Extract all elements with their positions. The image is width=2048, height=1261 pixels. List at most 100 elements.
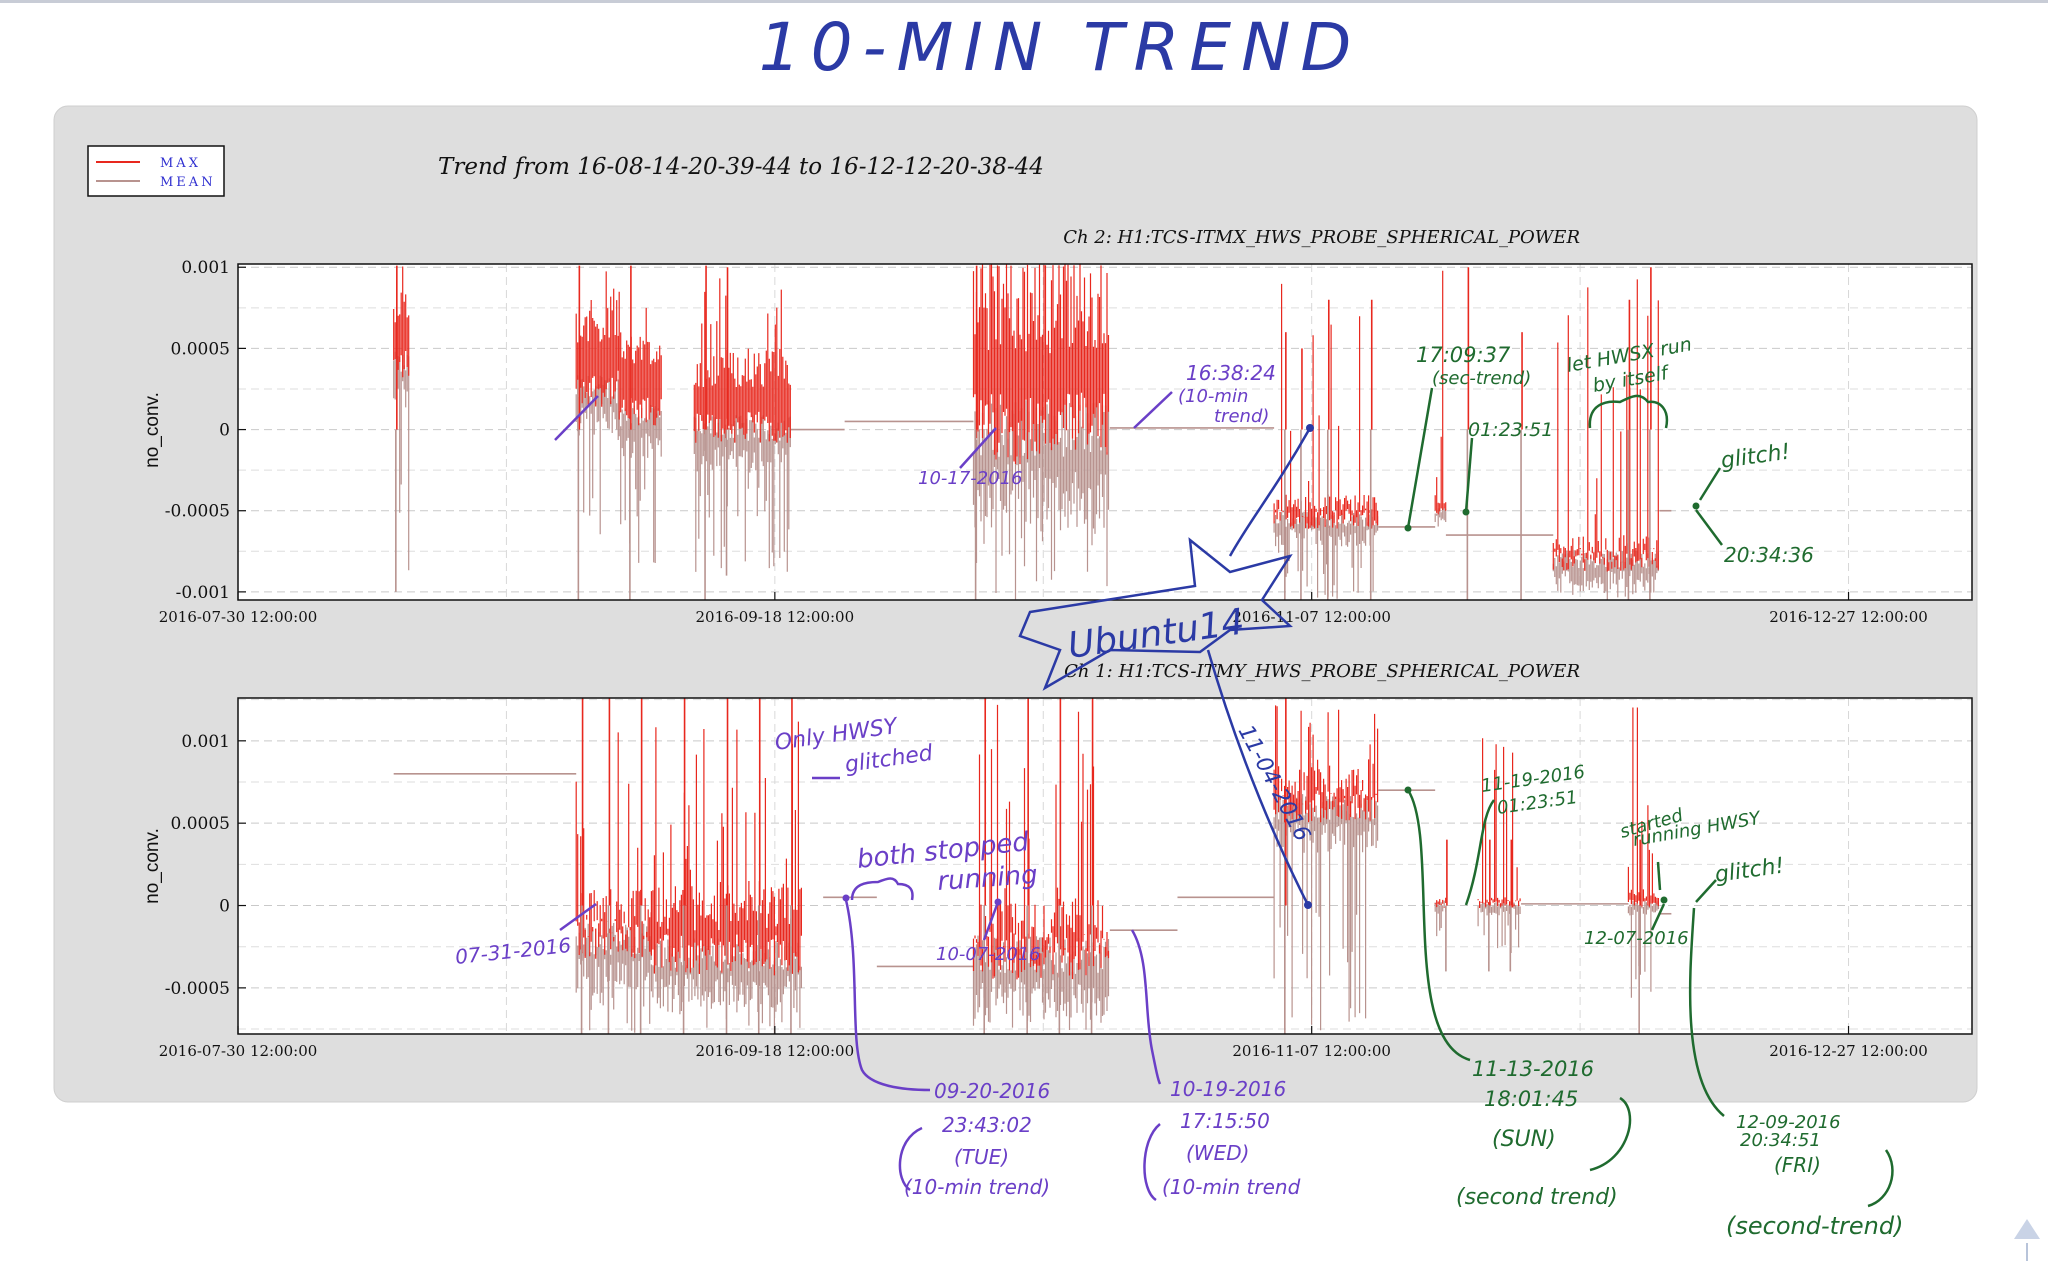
ch1-xtick-label: 2016-09-18 12:00:00 [696, 1042, 855, 1060]
note-n-0920-c: (TUE) [954, 1145, 1009, 1169]
ubuntu-bubble [1018, 537, 1293, 691]
note-n-0920-a: 09-20-2016 [934, 1079, 1050, 1103]
pointer-p1-0731 [559, 902, 597, 932]
panel-ch1-frame [237, 697, 1973, 1035]
note-p2-0123: 01:23:51 [1468, 419, 1553, 441]
note-n-1209-b: 20:34:51 [1740, 1130, 1821, 1151]
ch2-max-trace [1552, 279, 1659, 572]
pointer-p2-0123 [1464, 437, 1474, 513]
marker-n-1113 [1404, 786, 1412, 794]
note-n-1209-d: (second-trend) [1726, 1212, 1903, 1240]
ch1-xtick-label: 2016-07-30 12:00:00 [159, 1042, 318, 1060]
ch2-mean-trace [575, 375, 619, 535]
note-p2-1017: 10-17-2016 [918, 468, 1023, 489]
panel-ch2-title: Ch 2: H1:TCS-ITMX_HWS_PROBE_SPHERICAL_PO… [1063, 227, 1580, 248]
note-n-1019-d: (10-min trend [1162, 1175, 1301, 1199]
scroll-indicator[interactable] [2026, 1243, 2028, 1261]
note-n-0920-d: (10-min trend) [904, 1175, 1050, 1199]
ubuntu-arrow-2 [1206, 649, 1310, 906]
ch2-xtick-label: 2016-09-18 12:00:00 [696, 608, 855, 626]
legend-max-label: MAX [160, 156, 201, 171]
ch2-mean-trace [972, 398, 1110, 600]
pointer-n-1209 [1688, 907, 1725, 1117]
ch2-max-trace [618, 291, 662, 426]
note-n-1019-b: 17:15:50 [1180, 1109, 1270, 1133]
ch2-max-trace [575, 271, 619, 407]
scroll-up-arrow[interactable] [2014, 1219, 2040, 1239]
brace-n-1209 [1867, 1149, 1894, 1208]
note-n-1209-a: 12-09-2016 [1736, 1112, 1841, 1133]
pointer-p1-started [1656, 861, 1662, 891]
ch1-max-trace [1273, 705, 1379, 823]
brace-n-1019 [1143, 1123, 1161, 1202]
panel-ch1-ticks: 0.001 0.0005 0 -0.0005 2016-07-30 12:00:00 20… [159, 732, 1928, 1060]
note-p1-both-b: running [936, 860, 1038, 897]
pointer-p1-1007 [982, 901, 1000, 941]
marker-p1-1007 [994, 898, 1002, 906]
ch1-ytick-label: 0.0005 [171, 814, 230, 834]
brace-n-0920 [898, 1126, 923, 1192]
trend-title: Trend from 16-08-14-20-39-44 to 16-12-12… [438, 154, 1044, 180]
marker-ubuntu-p1 [1306, 424, 1314, 432]
ch2-ytick-label: -0.001 [176, 583, 230, 603]
pointer-p2-glitch [1698, 467, 1722, 501]
ch1-mean-trace [650, 938, 802, 1034]
window-top-border [0, 0, 2048, 3]
ch1-mean-trace [1434, 900, 1447, 937]
panel-ch2-ticks: 0.001 0.0005 0 -0.0005 -0.001 2016-07-30 12:0… [159, 258, 1928, 626]
panel-ch1-title: Ch 1: H1:TCS-ITMY_HWS_PROBE_SPHERICAL_PO… [1064, 661, 1580, 682]
pointer-p2-1709 [1406, 387, 1434, 529]
pointer-n-1019 [1130, 929, 1162, 1085]
note-p2-1638-b: (10-min [1178, 386, 1248, 407]
note-n-1019-c: (WED) [1186, 1141, 1249, 1165]
ch1-max-trace [972, 704, 1110, 980]
note-n-1113-d: (second trend) [1456, 1185, 1618, 1210]
pointer-p2-2034 [1694, 509, 1724, 546]
ch1-xtick-label: 2016-12-27 12:00:00 [1769, 1042, 1928, 1060]
pointer-n-0920 [844, 899, 931, 1092]
panel-ch1-series [393, 698, 1672, 1034]
note-n-0920-b: 23:43:02 [942, 1113, 1032, 1137]
note-n-1209-c: (FRI) [1774, 1153, 1821, 1177]
ch2-max-trace [972, 264, 1110, 465]
marker-p1-1207 [1660, 896, 1668, 904]
brace-n-1113 [1589, 1096, 1632, 1172]
ch2-ytick-label: 0.0005 [171, 339, 230, 359]
pointer-p2-1017 [959, 427, 997, 469]
ch1-max-trace [1627, 707, 1659, 907]
ch1-xtick-label: 2016-11-07 12:00:00 [1232, 1042, 1391, 1060]
ch1-ytick-label: 0.001 [181, 732, 230, 752]
note-p2-1709-a: 17:09:37 [1416, 343, 1511, 367]
marker-p2-1709 [1404, 524, 1412, 532]
note-n-1113-c: (SUN) [1492, 1127, 1556, 1152]
ch1-max-trace [1434, 897, 1447, 908]
marker-p2-2034 [1692, 502, 1700, 510]
note-n-1113-b: 18:01:45 [1484, 1087, 1578, 1111]
ch1-ytick-label: -0.0005 [165, 979, 230, 999]
ch2-xtick-label: 2016-07-30 12:00:00 [159, 608, 318, 626]
note-p1-1207: 12-07-2016 [1584, 928, 1689, 949]
legend-mean-label: MEAN [160, 175, 216, 190]
pointer-p2-1638 [1133, 391, 1173, 429]
panel-ch2-grid [237, 264, 1972, 600]
marker-ubuntu-p2 [1304, 901, 1312, 909]
ch2-max-trace [1434, 270, 1447, 515]
panel-ch2-ylabel: no_conv. [142, 392, 163, 468]
ch2-mean-trace [1434, 507, 1447, 527]
panel-ch2-series [393, 264, 1672, 600]
ch2-max-trace [693, 278, 791, 443]
note-p2-1638-a: 16:38:24 [1186, 361, 1276, 385]
note-n-1019-a: 10-19-2016 [1170, 1077, 1286, 1101]
note-p2-1709-b: (sec-trend) [1432, 368, 1531, 389]
ch2-mean-trace [618, 405, 662, 563]
handwritten-title: 10-MIN TREND [759, 9, 1362, 86]
ch2-xtick-label: 2016-11-07 12:00:00 [1232, 608, 1391, 626]
pointer-p1-1119 [1464, 799, 1496, 906]
note-p2-2034: 20:34:36 [1724, 543, 1814, 567]
marker-p2-0123 [1462, 508, 1470, 516]
pointer-p2-0831 [554, 395, 599, 441]
ubuntu-arrow-1 [1228, 427, 1312, 557]
brace-p2-let [1588, 394, 1669, 429]
ch2-ytick-label: 0 [219, 421, 230, 441]
